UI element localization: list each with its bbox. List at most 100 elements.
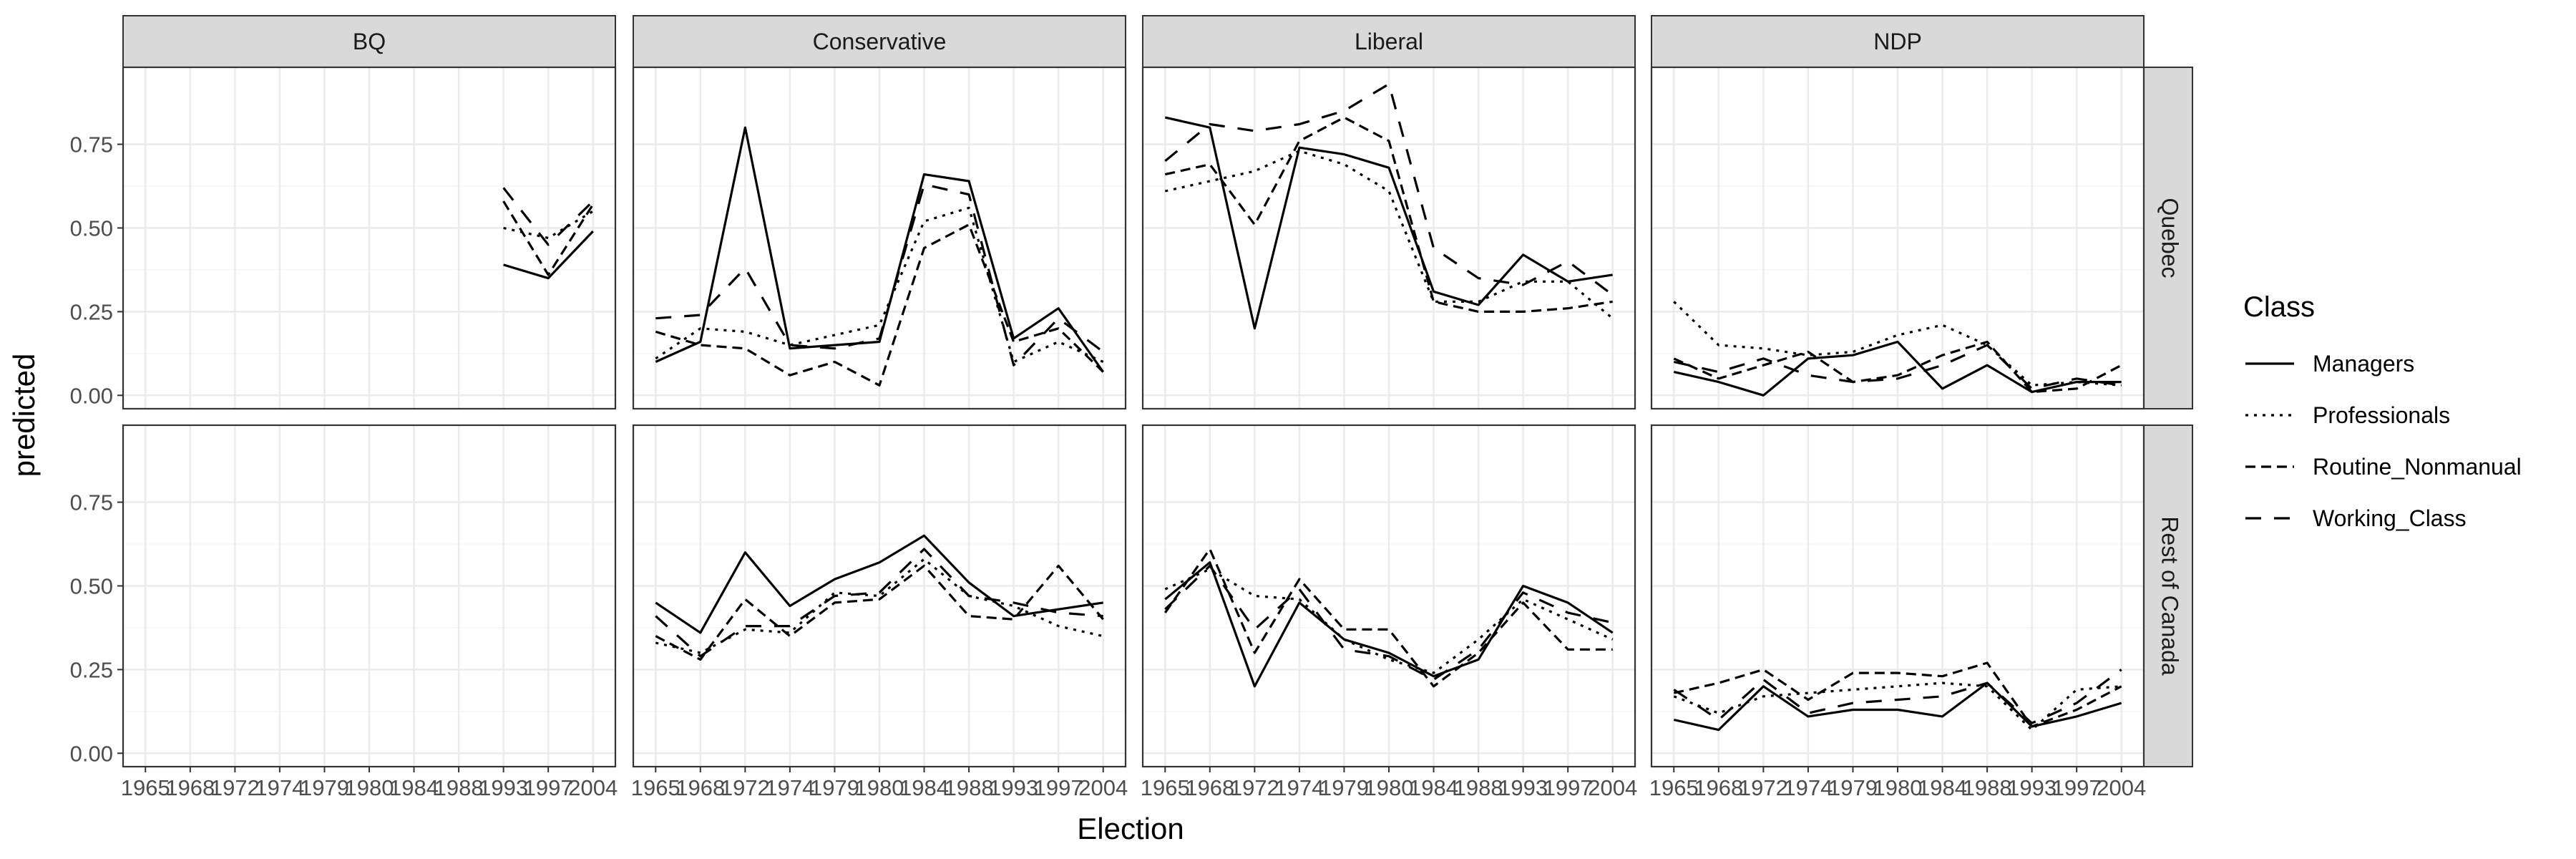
y-axis-title: predicted (7, 354, 41, 477)
x-tick-label: 1968 (675, 775, 725, 800)
y-tick-label: 0.75 (70, 490, 113, 515)
series-line-working-class-liberal-quebec (1164, 82, 1614, 296)
series-line-working-class-liberal-rest-of-canada (1164, 564, 1614, 681)
x-tick-label: 1997 (1543, 775, 1593, 800)
panel-border (122, 66, 617, 410)
series-line-routine-nonmanual-bq-quebec (502, 200, 595, 276)
x-tick-label: 1984 (389, 775, 439, 800)
strip-label-bq: BQ (353, 29, 386, 54)
series-line-managers-liberal-quebec (1164, 116, 1613, 330)
y-tick-label: 0.00 (70, 383, 113, 408)
x-tick-label: 1972 (721, 775, 770, 800)
x-tick-label: 2004 (568, 775, 618, 800)
y-tick-label: 0.25 (70, 299, 113, 324)
x-tick-label: 1997 (1034, 775, 1083, 800)
strip-conservative (633, 15, 1126, 68)
panel-border (1141, 66, 1636, 410)
x-tick-label: 1988 (1454, 775, 1503, 800)
y-tick-label: 0.25 (70, 657, 113, 682)
panel-ndp-rest-of-canada (1652, 425, 2144, 767)
x-tick-label: 1974 (765, 775, 814, 800)
x-tick-label: 1979 (1828, 775, 1878, 800)
x-tick-label: 1965 (631, 775, 680, 800)
legend-title: Class (2243, 291, 2315, 323)
strip-label-quebec: Quebec (2157, 198, 2183, 278)
x-tick-label: 1980 (855, 775, 904, 800)
panel-bq-quebec (123, 67, 615, 409)
x-tick-label: 1965 (1649, 775, 1699, 800)
x-tick-label: 1979 (1319, 775, 1369, 800)
strip-label-liberal: Liberal (1355, 29, 1423, 54)
series-line-routine-nonmanual-ndp-rest-of-canada (1673, 661, 2122, 728)
panel-conservative-quebec (633, 67, 1126, 409)
strip-label-ndp: NDP (1873, 29, 1922, 54)
x-tick-label: 1984 (1409, 775, 1458, 800)
series-line-routine-nonmanual-conservative-quebec (655, 223, 1104, 387)
y-tick-label: 0.50 (70, 215, 113, 241)
x-tick-label: 1968 (1185, 775, 1234, 800)
strip-ndp (1651, 15, 2145, 68)
legend-label-working-class: Working_Class (2313, 505, 2467, 531)
x-tick-label: 1993 (479, 775, 528, 800)
panel-bq-rest-of-canada (123, 425, 615, 767)
x-tick-label: 1974 (255, 775, 304, 800)
series-line-working-class-bq-quebec (502, 187, 594, 246)
panel-border (632, 66, 1127, 410)
legend-label-professionals: Professionals (2313, 402, 2450, 428)
panel-liberal-rest-of-canada (1143, 425, 1635, 767)
series-line-routine-nonmanual-conservative-rest-of-canada (655, 564, 1104, 661)
panel-border (1650, 66, 2145, 410)
strip-bq (122, 15, 616, 68)
x-tick-label: 2004 (1588, 775, 1637, 800)
strip-liberal (1142, 15, 1636, 68)
x-tick-label: 1997 (524, 775, 573, 800)
series-line-routine-nonmanual-ndp-quebec (1673, 340, 2122, 394)
x-tick-label: 1974 (1783, 775, 1833, 800)
series-line-managers-ndp-quebec (1673, 340, 2122, 397)
y-tick-label: 0.75 (70, 132, 113, 157)
x-tick-label: 1972 (1739, 775, 1788, 800)
series-line-working-class-conservative-rest-of-canada (655, 548, 1103, 658)
x-tick-label: 1993 (2007, 775, 2057, 800)
series-line-managers-conservative-rest-of-canada (655, 534, 1103, 634)
legend: Class Managers Professionals Routine_Nonman… (2243, 291, 2522, 531)
legend-label-managers: Managers (2313, 351, 2414, 377)
x-tick-label: 1974 (1274, 775, 1324, 800)
x-tick-label: 1980 (1873, 775, 1923, 800)
x-tick-label: 1993 (989, 775, 1038, 800)
legend-label-routine-nonmanual: Routine_Nonmanual (2313, 454, 2522, 480)
x-tick-label: 1988 (1963, 775, 2012, 800)
y-tick-label: 0.00 (70, 741, 113, 766)
x-tick-label: 1965 (121, 775, 170, 800)
x-tick-label: 1984 (1918, 775, 1967, 800)
x-tick-label: 1979 (300, 775, 349, 800)
x-tick-label: 1988 (945, 775, 994, 800)
strip-label-conservative: Conservative (813, 29, 947, 54)
x-tick-label: 2004 (2097, 775, 2146, 800)
x-tick-label: 1993 (1498, 775, 1548, 800)
panel-ndp-quebec (1652, 67, 2144, 409)
x-tick-label: 1968 (165, 775, 215, 800)
strip-quebec (2143, 67, 2193, 409)
x-tick-label: 1972 (210, 775, 260, 800)
x-tick-label: 1980 (1365, 775, 1414, 800)
x-tick-label: 1980 (345, 775, 394, 800)
series-line-working-class-conservative-quebec (655, 183, 1104, 367)
panel-conservative-rest-of-canada (633, 425, 1126, 767)
x-tick-label: 1972 (1230, 775, 1279, 800)
x-tick-label: 1979 (810, 775, 859, 800)
x-tick-label: 1968 (1694, 775, 1743, 800)
x-tick-label: 1997 (2052, 775, 2102, 800)
series-line-working-class-ndp-quebec (1673, 344, 2122, 390)
series-line-working-class-ndp-rest-of-canada (1673, 669, 2122, 724)
x-tick-label: 1984 (899, 775, 949, 800)
series-line-routine-nonmanual-liberal-rest-of-canada (1163, 548, 1613, 688)
series-line-managers-conservative-quebec (655, 126, 1105, 373)
strip-label-rest-of-canada: Rest of Canada (2157, 516, 2183, 676)
series-line-professionals-ndp-rest-of-canada (1673, 681, 2122, 732)
x-tick-label: 2004 (1078, 775, 1128, 800)
series-line-routine-nonmanual-liberal-quebec (1164, 116, 1613, 313)
x-tick-label: 1965 (1141, 775, 1190, 800)
